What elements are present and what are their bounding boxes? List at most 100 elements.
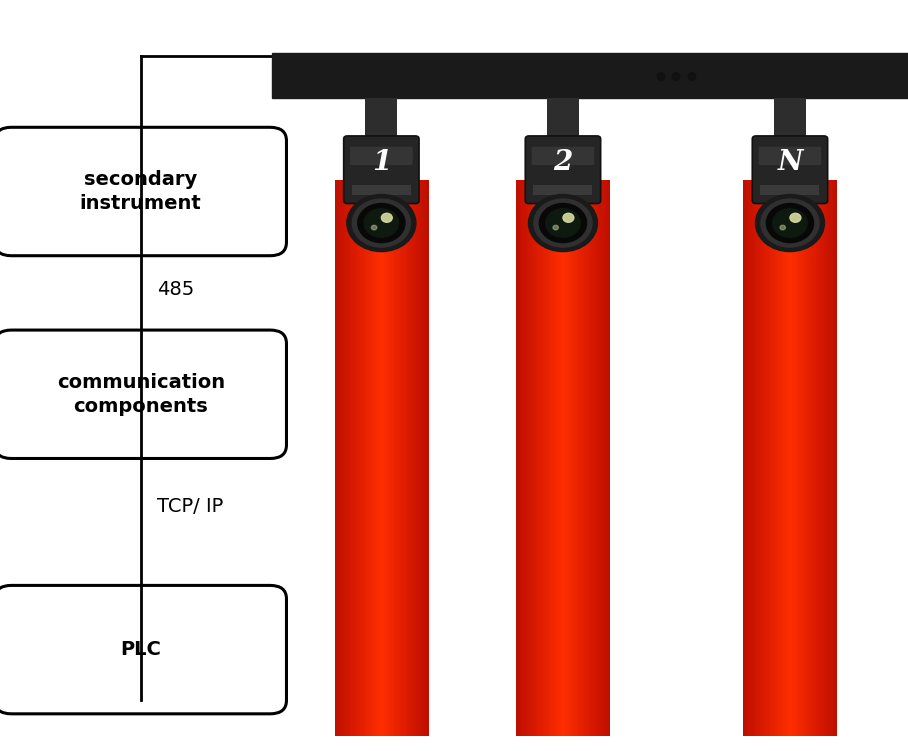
Bar — [774, 180, 777, 736]
Bar — [570, 180, 573, 736]
Bar — [542, 180, 545, 736]
FancyBboxPatch shape — [0, 330, 286, 458]
Bar — [344, 180, 348, 736]
Circle shape — [381, 213, 392, 222]
Bar — [772, 180, 775, 736]
Bar — [787, 180, 791, 736]
Bar — [426, 180, 429, 736]
Bar — [577, 180, 580, 736]
Bar — [517, 180, 519, 736]
Text: secondary
instrument: secondary instrument — [80, 170, 202, 213]
FancyBboxPatch shape — [0, 127, 286, 255]
Bar — [363, 180, 366, 736]
Bar — [390, 180, 394, 736]
Bar — [405, 180, 408, 736]
FancyBboxPatch shape — [531, 146, 594, 165]
Bar — [368, 180, 370, 736]
Bar — [407, 180, 410, 736]
Bar — [572, 180, 576, 736]
FancyBboxPatch shape — [525, 136, 601, 204]
Bar — [820, 180, 824, 736]
Bar — [827, 180, 831, 736]
Circle shape — [790, 213, 801, 222]
Bar — [549, 180, 552, 736]
FancyBboxPatch shape — [350, 146, 412, 165]
Bar — [818, 180, 821, 736]
Bar — [781, 180, 784, 736]
Bar — [591, 180, 594, 736]
Circle shape — [563, 213, 574, 222]
Bar — [377, 180, 380, 736]
Bar — [797, 180, 800, 736]
Bar — [523, 180, 527, 736]
Bar — [824, 180, 828, 736]
Bar — [402, 180, 406, 736]
Circle shape — [371, 225, 377, 230]
Bar — [349, 180, 352, 736]
Bar — [744, 180, 746, 736]
Bar — [794, 180, 798, 736]
Bar — [783, 180, 786, 736]
Bar — [832, 180, 835, 736]
Bar — [347, 180, 350, 736]
Bar — [419, 180, 422, 736]
Text: 485: 485 — [157, 279, 194, 299]
Bar — [785, 180, 788, 736]
Text: N: N — [777, 149, 803, 176]
FancyBboxPatch shape — [759, 146, 821, 165]
Bar — [365, 98, 398, 139]
Circle shape — [755, 195, 824, 252]
Bar — [774, 98, 806, 139]
Bar — [806, 180, 809, 736]
Bar — [535, 180, 538, 736]
Bar — [534, 185, 593, 195]
Circle shape — [358, 204, 405, 243]
Bar — [809, 180, 812, 736]
Bar — [560, 180, 564, 736]
Bar — [421, 180, 424, 736]
Bar — [757, 180, 761, 736]
Bar — [761, 185, 820, 195]
Bar — [554, 180, 557, 736]
Bar — [790, 180, 794, 736]
FancyBboxPatch shape — [343, 136, 419, 204]
Bar — [814, 180, 816, 736]
Bar — [386, 180, 390, 736]
Bar — [374, 180, 378, 736]
Bar — [753, 180, 756, 736]
Bar — [766, 180, 770, 736]
Bar — [558, 180, 561, 736]
Text: 1: 1 — [371, 149, 391, 176]
Bar — [566, 180, 568, 736]
Bar — [593, 180, 597, 736]
FancyBboxPatch shape — [752, 136, 827, 204]
Text: communication
components: communication components — [56, 373, 225, 415]
Text: •••: ••• — [653, 67, 700, 91]
Bar — [352, 185, 410, 195]
Circle shape — [761, 199, 819, 247]
Bar — [518, 180, 522, 736]
Bar — [551, 180, 555, 736]
Bar — [802, 180, 804, 736]
Bar — [398, 180, 400, 736]
Bar — [526, 180, 529, 736]
Bar — [411, 180, 415, 736]
Bar — [588, 180, 592, 736]
Text: 2: 2 — [553, 149, 573, 176]
Bar — [351, 180, 354, 736]
Bar — [748, 180, 751, 736]
Bar — [760, 180, 763, 736]
Bar — [400, 180, 403, 736]
Bar — [769, 180, 772, 736]
Bar — [360, 180, 363, 736]
Bar — [341, 180, 345, 736]
Circle shape — [780, 225, 785, 230]
Circle shape — [528, 195, 597, 252]
Bar — [410, 180, 412, 736]
Bar — [603, 180, 606, 736]
Bar — [528, 180, 531, 736]
Bar — [393, 180, 396, 736]
Bar — [335, 180, 338, 736]
FancyBboxPatch shape — [0, 586, 286, 713]
Bar — [587, 180, 589, 736]
